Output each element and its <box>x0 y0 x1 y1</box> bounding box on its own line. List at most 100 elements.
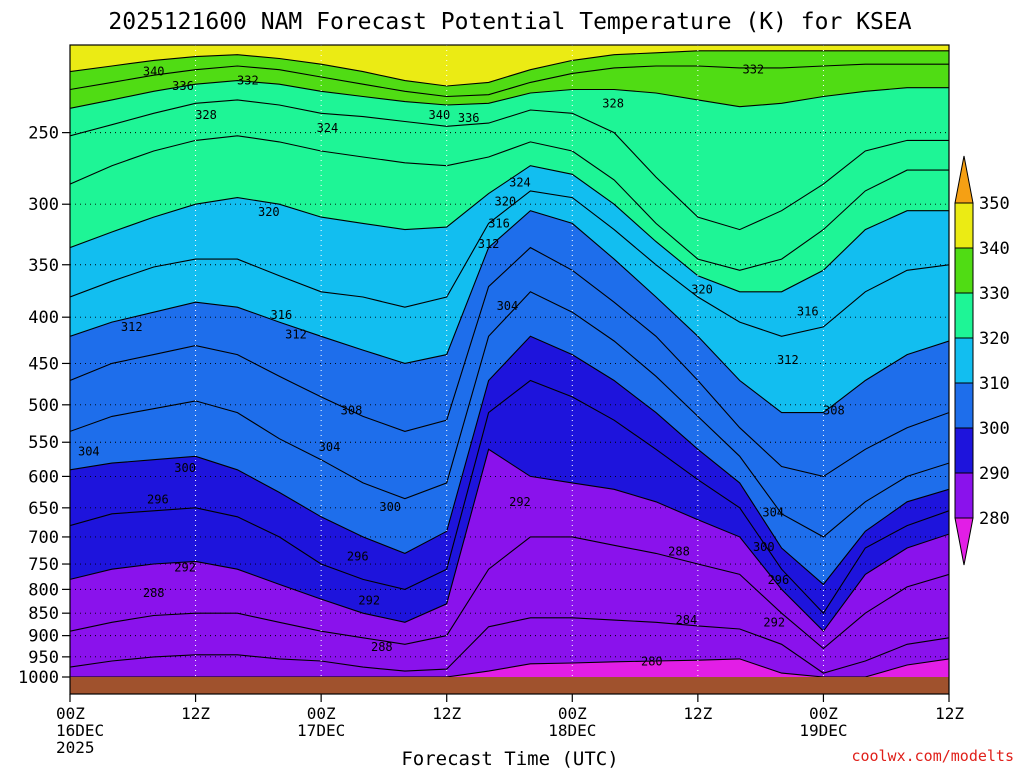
isentrope-contours <box>70 50 949 677</box>
isentrope-292 <box>70 448 949 633</box>
colorbar-swatch-280 <box>954 472 974 519</box>
contour-label-296: 296 <box>147 492 169 506</box>
colorbar-label-330: 330 <box>979 284 1010 304</box>
contour-label-288: 288 <box>143 586 165 600</box>
contour-label-320: 320 <box>258 205 280 219</box>
x-tick-label-12-1: 12Z <box>181 704 210 723</box>
contour-label-308: 308 <box>341 403 363 417</box>
contour-label-292: 292 <box>763 615 785 629</box>
isentrope-316 <box>70 190 949 337</box>
x-tick-label-48-1: 00Z <box>558 704 587 723</box>
contour-label-316: 316 <box>488 216 510 230</box>
y-tick-label-500: 500 <box>28 396 59 416</box>
contour-label-320: 320 <box>494 195 516 209</box>
y-tick-label-750: 750 <box>28 555 59 575</box>
colorbar-bottom-arrow <box>954 517 974 566</box>
colorbar-swatch-310 <box>954 337 974 384</box>
y-tick-label-700: 700 <box>28 528 59 548</box>
isentrope-312 <box>70 210 949 414</box>
x-tick-label-0-1: 00Z <box>56 704 85 723</box>
x-tick-label-48-2: 18DEC <box>548 721 596 740</box>
contour-label-292: 292 <box>174 561 196 575</box>
colorbar-label-340: 340 <box>979 239 1010 259</box>
isentrope-336 <box>70 63 949 98</box>
y-tick-label-950: 950 <box>28 648 59 668</box>
contour-label-300: 300 <box>174 461 196 475</box>
contour-label-336: 336 <box>172 79 194 93</box>
isentrope-296 <box>70 379 949 615</box>
ground-surface <box>70 677 949 694</box>
contour-label-280: 280 <box>641 654 663 668</box>
x-tick-label-60-1: 12Z <box>683 704 712 723</box>
y-tick-label-1000: 1000 <box>18 668 59 688</box>
isentrope-300 <box>70 335 949 586</box>
x-tick-label-36-1: 12Z <box>432 704 461 723</box>
isentrope-304 <box>70 291 949 538</box>
colorbar-top-arrow <box>954 155 974 204</box>
contour-label-296: 296 <box>768 573 790 587</box>
contour-label-296: 296 <box>347 550 369 564</box>
contour-label-336: 336 <box>458 111 480 125</box>
x-tick-label-0-2: 16DEC <box>56 721 104 740</box>
plot-frame <box>69 44 950 695</box>
contour-label-292: 292 <box>358 594 380 608</box>
source-credit: coolwx.com/modelts <box>851 747 1014 765</box>
contour-label-288: 288 <box>371 640 393 654</box>
isentrope-324 <box>70 135 949 271</box>
filled-isentrope-bands <box>70 45 949 677</box>
colorbar-label-300: 300 <box>979 419 1010 439</box>
y-tick-label-800: 800 <box>28 580 59 600</box>
colorbar-swatch-330 <box>954 247 974 294</box>
y-tick-label-250: 250 <box>28 124 59 144</box>
contour-label-332: 332 <box>237 74 259 88</box>
isentrope-308 <box>70 246 949 477</box>
colorbar-swatch-290 <box>954 427 974 474</box>
contour-label-308: 308 <box>823 403 845 417</box>
isentrope-280 <box>70 658 949 677</box>
x-tick-label-72-1: 00Z <box>809 704 838 723</box>
contour-label-312: 312 <box>285 327 307 341</box>
contour-label-328: 328 <box>602 96 624 110</box>
colorbar-swatch-320 <box>954 292 974 339</box>
colorbar: 280 290 300 310 320 330 340 350 <box>954 155 1010 566</box>
dotted-grid <box>70 45 949 677</box>
contour-label-320: 320 <box>691 283 713 297</box>
colorbar-label-320: 320 <box>979 329 1010 349</box>
contour-label-304: 304 <box>762 506 784 520</box>
x-axis-title: Forecast Time (UTC) <box>401 748 618 768</box>
isentrope-288 <box>70 536 949 650</box>
contour-label-304: 304 <box>78 444 100 458</box>
contour-label-340: 340 <box>429 108 451 122</box>
y-tick-label-450: 450 <box>28 354 59 374</box>
contour-label-292: 292 <box>509 495 531 509</box>
y-tick-label-400: 400 <box>28 308 59 328</box>
contour-label-312: 312 <box>121 320 143 334</box>
contour-label-324: 324 <box>509 176 531 190</box>
contour-label-316: 316 <box>797 304 819 318</box>
contour-label-284: 284 <box>676 613 698 627</box>
band-above-340 <box>70 45 949 86</box>
isentrope-328 <box>70 99 949 231</box>
contour-label-328: 328 <box>195 108 217 122</box>
colorbar-label-280: 280 <box>979 509 1010 529</box>
isentrope-332 <box>70 80 949 109</box>
contour-label-312: 312 <box>478 237 500 251</box>
colorbar-label-290: 290 <box>979 464 1010 484</box>
colorbar-label-350: 350 <box>979 194 1010 214</box>
contour-label-304: 304 <box>319 440 341 454</box>
y-tick-label-650: 650 <box>28 499 59 519</box>
contour-label-316: 316 <box>271 308 293 322</box>
contour-label-304: 304 <box>497 299 519 313</box>
y-axis: 250 300 350 400 450 500 550 600 650 700 750 800 850 9… <box>18 124 70 688</box>
y-tick-label-900: 900 <box>28 627 59 647</box>
x-tick-label-24-2: 17DEC <box>297 721 345 740</box>
colorbar-swatch-340 <box>954 202 974 249</box>
y-tick-label-600: 600 <box>28 467 59 487</box>
colorbar-label-310: 310 <box>979 374 1010 394</box>
contour-label-324: 324 <box>317 121 339 135</box>
x-tick-label-0-3: 2025 <box>56 738 95 757</box>
y-tick-label-850: 850 <box>28 604 59 624</box>
contour-label-300: 300 <box>753 540 775 554</box>
